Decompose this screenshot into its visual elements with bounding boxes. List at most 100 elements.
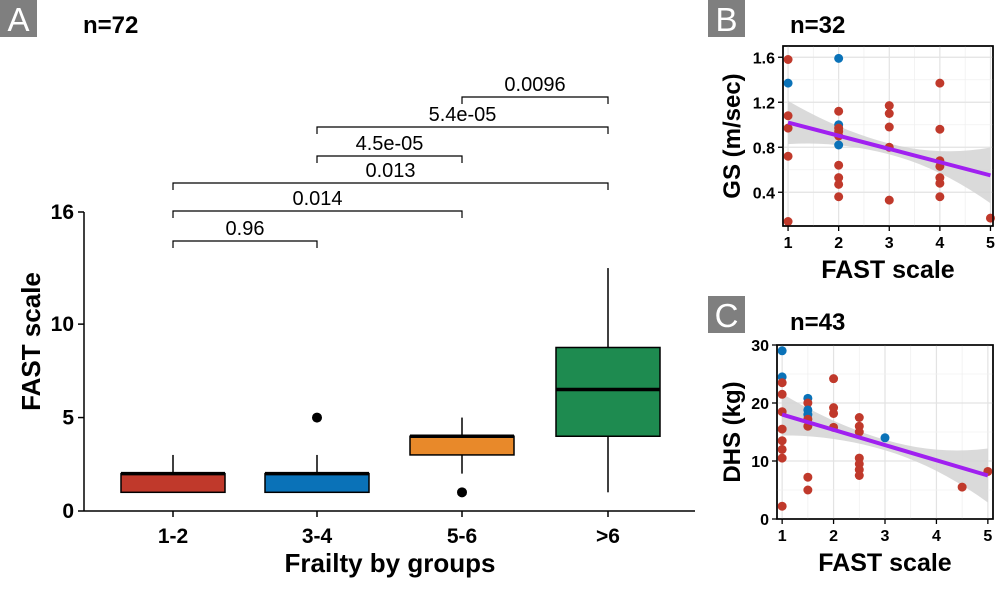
c-data-point [803,485,813,495]
a-bracket-label: 0.0096 [504,74,565,96]
a-x-tick-label: >6 [596,525,620,548]
c-data-point [777,424,787,434]
a-bracket-label: 0.96 [226,218,265,240]
a-outlier-point [457,487,467,498]
a-bracket-label: 4.5e-05 [356,133,424,155]
c-data-point [854,427,864,437]
a-x-tick-label: 5-6 [447,525,477,548]
b-y-tick-label: 0.4 [753,185,775,202]
panel-c-scatter: 1 2 3 4 5 0 10 20 30 FAST scale DHS (kg) [719,338,994,577]
panel-c-badge [708,296,745,333]
c-x-tick-label: 2 [829,528,838,545]
a-box-rect [555,346,661,437]
b-data-point [935,178,945,188]
b-data-point [834,140,844,150]
panel-a-letter: A [7,1,29,38]
a-box-rect [120,472,226,494]
b-x-tick-label: 3 [885,235,894,252]
panel-b-letter: B [715,1,737,38]
panel-c-letter: C [715,297,739,334]
b-data-point [884,122,894,132]
a-x-tick-label: 1-2 [158,525,188,548]
panel-b-scatter: 1 2 3 4 5 0.4 0.8 1.2 1.6 FAST scale GS (m/sec) [719,45,995,284]
c-data-point [829,408,839,418]
b-data-point [834,106,844,116]
c-y-tick-label: 30 [751,338,769,355]
c-data-point [854,471,864,480]
c-x-tick-label: 4 [932,528,941,545]
c-data-point [854,413,864,422]
a-comparison-bracket: 0.013 [172,160,609,190]
b-data-point [834,53,844,63]
b-data-point [884,101,894,111]
b-y-axis-label: GS (m/sec) [719,73,746,198]
b-frame [782,45,994,227]
c-data-point [777,444,787,454]
a-x-tick-label: 3-4 [302,525,333,548]
c-confidence-band [782,393,988,503]
a-comparison-bracket: 0.014 [172,188,463,218]
c-data-point [803,398,813,408]
c-x-tick-label: 1 [778,528,787,545]
b-data-point [783,111,793,121]
b-data-point [834,192,844,202]
b-data-point [884,109,894,118]
a-bracket-line [316,155,463,163]
b-data-point [935,192,945,202]
a-bracket-line [172,182,609,190]
a-box-rect [409,435,515,456]
c-data-point [777,501,787,511]
c-y-tick-label: 20 [751,396,769,413]
c-data-point [829,374,839,384]
b-data-point [783,151,793,161]
panel-b-badge [708,0,745,37]
a-y-tick-label: 5 [62,407,74,430]
c-data-point [777,453,787,463]
c-y-tick-label: 10 [751,454,769,471]
c-data-point [880,433,890,443]
a-y-tick-label: 10 [51,313,74,336]
c-trend-line [781,412,989,478]
a-bracket-label: 0.013 [365,160,415,182]
b-data-point [834,173,844,183]
panel-b-n-label: n=32 [790,12,845,39]
b-x-tick-label: 2 [834,235,843,252]
c-x-tick-label: 3 [881,528,890,545]
b-data-point [783,78,793,88]
a-box-3-4 [264,412,370,494]
a-bracket-line [172,240,318,248]
a-x-axis-label: Frailty by groups [285,548,496,578]
panel-c-n-label: n=43 [790,309,845,336]
a-bracket-line [172,210,463,218]
a-bracket-line [461,96,609,104]
a-y-tick-label: 0 [62,500,74,523]
a-box-rect [264,472,370,494]
b-x-tick-label: 4 [935,235,944,252]
a-bracket-label: 5.4e-05 [429,104,497,126]
c-data-point [957,482,967,492]
b-trend-line [787,120,991,178]
b-x-axis-label: FAST scale [821,256,954,284]
c-y-axis-label: DHS (kg) [719,381,746,482]
b-y-tick-label: 0.8 [753,140,775,157]
c-data-point [803,472,813,482]
c-x-axis-label: FAST scale [818,549,951,577]
b-x-tick-label: 5 [986,235,995,252]
a-box-1-2 [120,454,226,494]
a-box->6 [555,268,661,493]
c-data-point [777,389,787,399]
b-data-point [783,123,793,133]
c-data-point [777,378,787,388]
b-data-point [935,78,945,88]
a-bracket-line [316,126,609,134]
b-data-point [783,217,793,226]
a-box-5-6 [409,417,515,498]
b-data-point [935,124,945,134]
a-y-tick-label: 16 [51,201,74,224]
b-data-point [834,179,844,189]
c-y-tick-label: 0 [760,512,769,529]
panel-a-badge [0,0,37,37]
panel-a-boxplot: 0 5 10 16 1-2 3-4 5-6 >6 Frailty by groups FAST s… [16,74,695,578]
c-data-point [777,346,787,356]
